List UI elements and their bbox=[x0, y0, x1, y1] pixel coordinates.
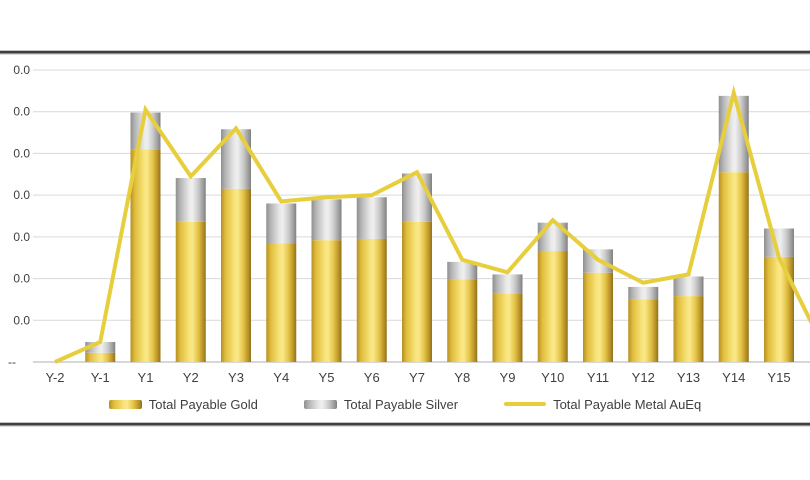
y-tick-label: 0.0 bbox=[13, 105, 30, 119]
y-tick-label: 0.0 bbox=[13, 272, 30, 286]
y-tick-label: 0.0 bbox=[13, 146, 30, 160]
bar-silver-Y8 bbox=[447, 261, 478, 280]
x-tick-label: Y14 bbox=[722, 370, 745, 385]
y-tick-label: 0.0 bbox=[13, 63, 30, 77]
y-tick-label: 0.0 bbox=[13, 313, 30, 327]
bar-gold-Y15 bbox=[764, 256, 794, 362]
aueq-line-swatch-icon bbox=[504, 402, 547, 406]
bar-silver-Y-1 bbox=[85, 341, 116, 353]
bar-silver-Y2 bbox=[175, 178, 206, 222]
x-tick-label: Y7 bbox=[409, 370, 425, 385]
bar-silver-Y12 bbox=[628, 286, 659, 300]
bar-gold-Y-1 bbox=[85, 352, 116, 362]
bar-gold-Y13 bbox=[673, 296, 704, 362]
legend-label-gold: Total Payable Gold bbox=[148, 396, 258, 412]
y-tick-label: 0.0 bbox=[13, 230, 30, 244]
x-tick-label: Y13 bbox=[677, 370, 700, 385]
bar-gold-Y5 bbox=[311, 240, 342, 362]
y-tick-label: 0.0 bbox=[13, 188, 30, 202]
bar-gold-Y4 bbox=[266, 243, 297, 362]
bar-silver-Y6 bbox=[356, 197, 387, 239]
chart-legend: Total Payable Gold Total Payable Silver … bbox=[0, 393, 810, 415]
x-tick-label: Y8 bbox=[454, 370, 470, 385]
bottom-border-rule bbox=[0, 422, 810, 427]
gold-bar-swatch-icon bbox=[108, 399, 142, 409]
bar-silver-Y9 bbox=[492, 274, 523, 294]
legend-item-aueq: Total Payable Metal AuEq bbox=[504, 397, 701, 412]
x-tick-label: Y1 bbox=[138, 370, 154, 385]
x-tick-label: Y-1 bbox=[91, 370, 110, 385]
x-tick-label: Y4 bbox=[273, 370, 289, 385]
x-tick-label: Y12 bbox=[632, 370, 655, 385]
bar-silver-Y5 bbox=[311, 199, 342, 241]
bar-silver-Y4 bbox=[266, 203, 297, 244]
bar-gold-Y9 bbox=[492, 293, 523, 362]
x-tick-label: Y9 bbox=[500, 370, 516, 385]
bar-gold-Y3 bbox=[221, 188, 251, 362]
bar-silver-Y7 bbox=[402, 173, 432, 222]
y-tick-label: -- bbox=[8, 355, 16, 369]
x-tick-label: Y-2 bbox=[45, 370, 64, 385]
legend-label-aueq: Total Payable Metal AuEq bbox=[553, 396, 702, 412]
bar-gold-Y2 bbox=[175, 221, 206, 362]
bar-silver-Y13 bbox=[673, 276, 704, 297]
legend-item-gold: Total Payable Gold bbox=[108, 396, 258, 412]
bar-gold-Y10 bbox=[537, 251, 568, 362]
x-tick-label: Y15 bbox=[767, 370, 790, 385]
bar-gold-Y8 bbox=[447, 279, 478, 362]
x-tick-label: Y11 bbox=[587, 370, 609, 385]
bar-gold-Y1 bbox=[130, 149, 161, 362]
x-tick-label: Y10 bbox=[541, 370, 564, 385]
top-border-rule bbox=[0, 50, 810, 55]
x-tick-label: Y3 bbox=[228, 370, 244, 385]
x-tick-label: Y2 bbox=[183, 370, 199, 385]
bar-gold-Y14 bbox=[718, 172, 749, 362]
silver-bar-swatch-icon bbox=[303, 399, 337, 409]
legend-label-silver: Total Payable Silver bbox=[343, 396, 459, 412]
x-tick-label: Y6 bbox=[364, 370, 380, 385]
bar-gold-Y11 bbox=[583, 272, 613, 362]
aueq-line bbox=[54, 85, 810, 364]
bar-gold-Y12 bbox=[628, 299, 659, 362]
bar-gold-Y6 bbox=[356, 238, 387, 362]
bar-gold-Y7 bbox=[402, 221, 432, 362]
x-tick-label: Y5 bbox=[319, 370, 335, 385]
legend-item-silver: Total Payable Silver bbox=[303, 396, 459, 412]
